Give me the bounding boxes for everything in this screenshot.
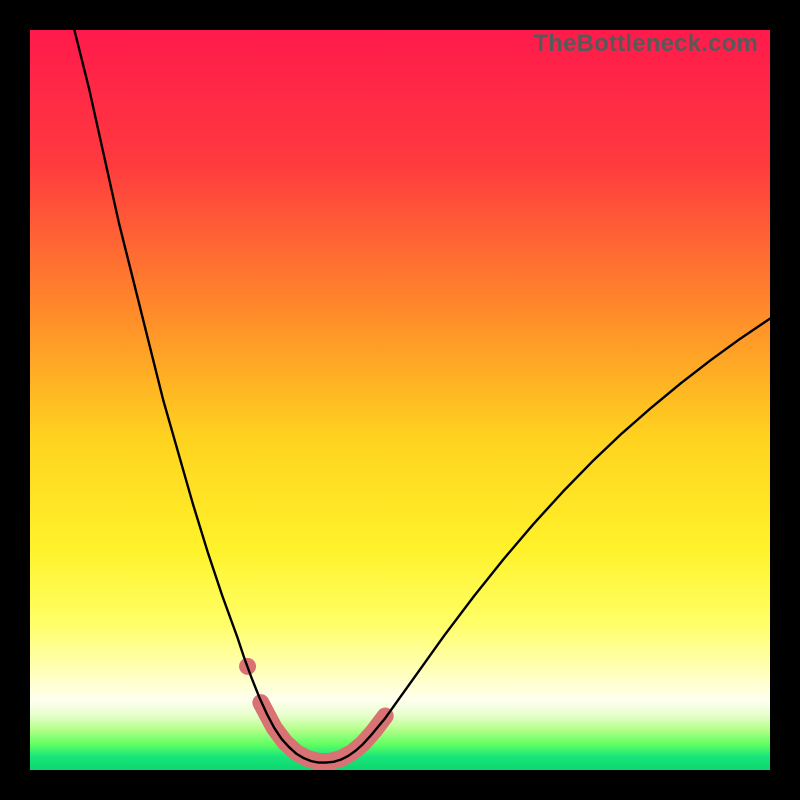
chart-overlay-svg xyxy=(30,30,770,770)
plot-area: TheBottleneck.com xyxy=(30,30,770,770)
accent-bottleneck-band xyxy=(261,703,385,762)
watermark-text: TheBottleneck.com xyxy=(533,30,758,58)
bottleneck-curve xyxy=(74,30,770,763)
chart-frame: TheBottleneck.com xyxy=(0,0,800,800)
